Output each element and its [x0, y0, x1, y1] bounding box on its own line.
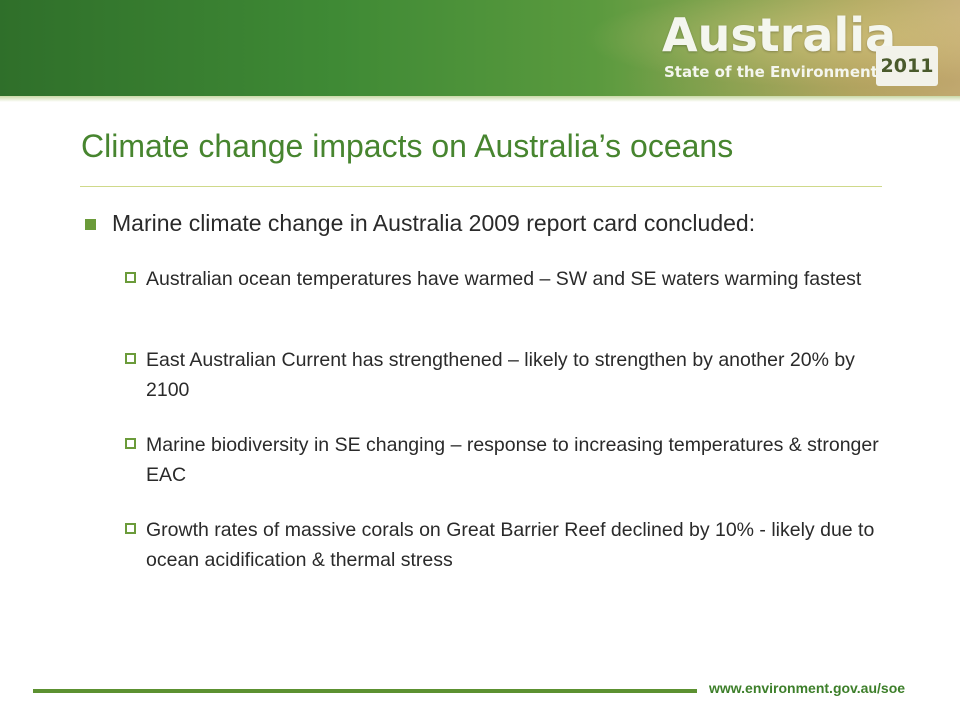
hollow-square-bullet-icon — [125, 523, 136, 534]
sub-bullet-text: Growth rates of massive corals on Great … — [146, 519, 875, 571]
slide-title: Climate change impacts on Australia’s oc… — [81, 128, 734, 164]
hollow-square-bullet-icon — [125, 353, 136, 364]
brand-year-badge: 2011 — [876, 46, 938, 86]
brand-subtitle: State of the Environment — [664, 63, 878, 81]
brand-title: Australia — [662, 8, 897, 62]
hollow-square-bullet-icon — [125, 272, 136, 283]
hollow-square-bullet-icon — [125, 438, 136, 449]
sub-bullet-text: Australian ocean temperatures have warme… — [146, 268, 862, 290]
sub-bullet-text: East Australian Current has strengthened… — [146, 349, 855, 401]
header-banner: Australia State of the Environment 2011 — [0, 0, 960, 96]
footer-url: www.environment.gov.au/soe — [709, 680, 906, 696]
main-bullet-text: Marine climate change in Australia 2009 … — [112, 210, 756, 236]
banner-fade — [0, 96, 960, 102]
title-divider — [80, 186, 882, 187]
brand-logo: Australia State of the Environment 2011 — [662, 8, 952, 92]
square-bullet-icon — [85, 219, 96, 230]
sub-bullet-text: Marine biodiversity in SE changing – res… — [146, 434, 879, 486]
footer-divider — [33, 689, 697, 693]
